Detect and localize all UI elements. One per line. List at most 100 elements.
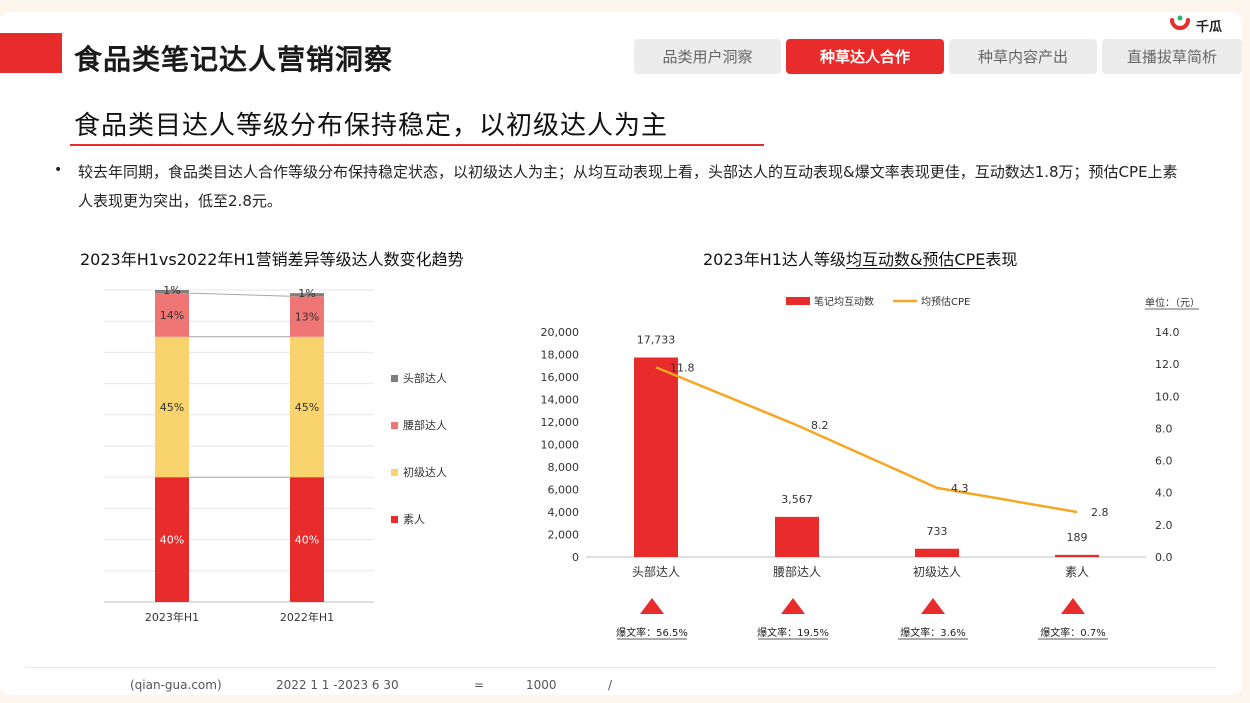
chart1-title: 2023年H1vs2022年H1营销差异等级达人数变化趋势 xyxy=(80,250,464,269)
chart1-legend-swatch xyxy=(391,469,398,476)
chart2-title-prefix: 2023年H1达人等级 xyxy=(703,250,846,269)
chart2-cpe-line xyxy=(655,366,1078,514)
chart2-left-tick: 6,000 xyxy=(548,484,580,497)
chart2-line-label: 2.8 xyxy=(1091,506,1109,519)
chart2-right-tick: 6.0 xyxy=(1155,455,1173,468)
chart2-right-tick: 14.0 xyxy=(1155,326,1180,339)
chart1-data-label: 45% xyxy=(295,401,319,414)
chart1-data-label: 1% xyxy=(163,284,180,297)
chart1-legend-label: 头部达人 xyxy=(403,371,447,385)
chart2-title-suffix: 表现 xyxy=(985,250,1018,269)
chart1-legend-swatch xyxy=(391,422,398,429)
chart2-left-tick: 2,000 xyxy=(548,529,580,542)
viral-rate-up-icon xyxy=(921,598,945,614)
chart2-left-tick: 20,000 xyxy=(541,326,580,339)
viral-rate-up-icon xyxy=(1061,598,1085,614)
viral-rate-up-icon xyxy=(640,598,664,614)
chart1-data-label: 45% xyxy=(160,401,184,414)
tab-category-users[interactable]: 品类用户洞察 xyxy=(634,39,781,74)
title-accent-bar xyxy=(0,33,62,73)
chart2-unit-label: 单位：（元） xyxy=(1145,296,1200,309)
chart1-legend-label: 素人 xyxy=(403,513,425,526)
chart1-connector-line xyxy=(188,292,291,297)
chart2-title-underlined: 均互动数&预估CPE xyxy=(845,250,986,269)
chart1-data-label: 13% xyxy=(295,311,319,324)
chart2-line-label: 11.8 xyxy=(670,361,695,374)
chart1-data-label: 40% xyxy=(160,534,184,547)
headline: 食品类目达人等级分布保持稳定，以初级达人为主 xyxy=(74,111,669,141)
chart2-category-label: 头部达人 xyxy=(632,564,680,579)
chart2-legend-label: 笔记均互动数 xyxy=(814,295,874,308)
page-title: 食品类笔记达人营销洞察 xyxy=(74,43,394,76)
chart1-data-label: 40% xyxy=(295,534,319,547)
footer-period: 2022 1 1 -2023 6 30 xyxy=(276,678,399,692)
section-tabs: 品类用户洞察 种草达人合作 种草内容产出 直播拔草简析 xyxy=(634,39,1242,74)
chart1-bar-segment xyxy=(155,477,189,602)
chart2-right-tick: 2.0 xyxy=(1155,519,1173,532)
chart2-bar xyxy=(1055,554,1099,557)
chart1-bar-segment xyxy=(290,477,324,602)
chart1-legend-swatch xyxy=(391,375,398,382)
chart2-bar xyxy=(634,357,678,557)
qiangua-logo-icon xyxy=(1170,15,1190,30)
chart1-bar-segment xyxy=(290,293,324,297)
chart2-left-tick: 10,000 xyxy=(541,439,580,452)
chart2-right-tick: 4.0 xyxy=(1155,487,1173,500)
viral-rate-label: 爆文率：19.5% xyxy=(757,626,829,639)
chart2-category-label: 初级达人 xyxy=(913,565,961,579)
chart1-bar-segment xyxy=(155,293,189,337)
chart1-legend-swatch xyxy=(391,516,398,523)
chart1-bar-segment xyxy=(155,336,189,478)
chart2-bar-label: 189 xyxy=(1067,531,1088,544)
chart2-category-label: 素人 xyxy=(1065,565,1089,579)
logo-text: 千瓜 xyxy=(1196,19,1223,35)
chart2-left-tick: 12,000 xyxy=(541,416,580,429)
chart2-left-tick: 4,000 xyxy=(548,506,580,519)
chart2-left-tick: 16,000 xyxy=(541,371,580,384)
tab-livestream-analysis[interactable]: 直播拔草简析 xyxy=(1102,39,1242,74)
footer-count: 1000 xyxy=(526,678,557,692)
chart2-category-label: 腰部达人 xyxy=(773,564,821,579)
chart2-legend-label: 均预估CPE xyxy=(921,295,970,308)
chart2-left-tick: 8,000 xyxy=(548,461,580,474)
chart2-line-label: 8.2 xyxy=(811,419,829,432)
summary-text: 较去年同期，食品类目达人合作等级分布保持稳定状态，以初级达人为主；从均互动表现上… xyxy=(78,163,1178,210)
footer-divider xyxy=(25,667,1217,668)
chart2-bar-label: 733 xyxy=(927,525,948,538)
footer-eq: = xyxy=(474,678,485,692)
viral-rate-label: 爆文率：3.6% xyxy=(900,626,965,639)
chart2-right-tick: 12.0 xyxy=(1155,358,1180,371)
tab-content-output[interactable]: 种草内容产出 xyxy=(949,39,1097,74)
tab-influencer-cooperation[interactable]: 种草达人合作 xyxy=(786,39,944,74)
chart1-bar-segment xyxy=(290,296,324,337)
chart1-legend-label: 腰部达人 xyxy=(403,418,447,432)
viral-rate-label: 爆文率：0.7% xyxy=(1040,626,1105,639)
chart1-legend-label: 初级达人 xyxy=(403,465,447,479)
chart2-left-tick: 18,000 xyxy=(541,349,580,362)
chart1-bar-segment xyxy=(290,336,324,478)
slide-card xyxy=(0,12,1242,695)
chart2-bar-label: 3,567 xyxy=(781,493,813,506)
chart2-left-tick: 0 xyxy=(572,551,579,564)
chart2-right-tick: 10.0 xyxy=(1155,390,1180,403)
chart1-category-label: 2022年H1 xyxy=(280,610,334,624)
chart1-data-label: 14% xyxy=(160,309,184,322)
chart1-data-label: 1% xyxy=(298,287,315,300)
chart2-line-label: 4.3 xyxy=(951,482,969,495)
chart1-bar-segment xyxy=(155,290,189,294)
chart2-left-tick: 14,000 xyxy=(541,394,580,407)
chart2-right-tick: 8.0 xyxy=(1155,422,1173,435)
chart2-bar xyxy=(915,548,959,557)
footer-source: (qian-gua.com) xyxy=(130,678,222,692)
bullet-dot: • xyxy=(54,162,63,178)
headline-underline xyxy=(70,144,764,146)
chart2-bar xyxy=(775,516,819,557)
viral-rate-label: 爆文率：56.5% xyxy=(616,626,688,639)
brand-logo: 千瓜 xyxy=(1168,14,1222,36)
chart2-title: 2023年H1达人等级均互动数&预估CPE表现 xyxy=(703,246,1017,270)
chart1-category-label: 2023年H1 xyxy=(145,610,199,624)
viral-rate-up-icon xyxy=(781,598,805,614)
chart2-legend-swatch-bar xyxy=(786,297,810,305)
footer-slash: / xyxy=(608,678,613,692)
